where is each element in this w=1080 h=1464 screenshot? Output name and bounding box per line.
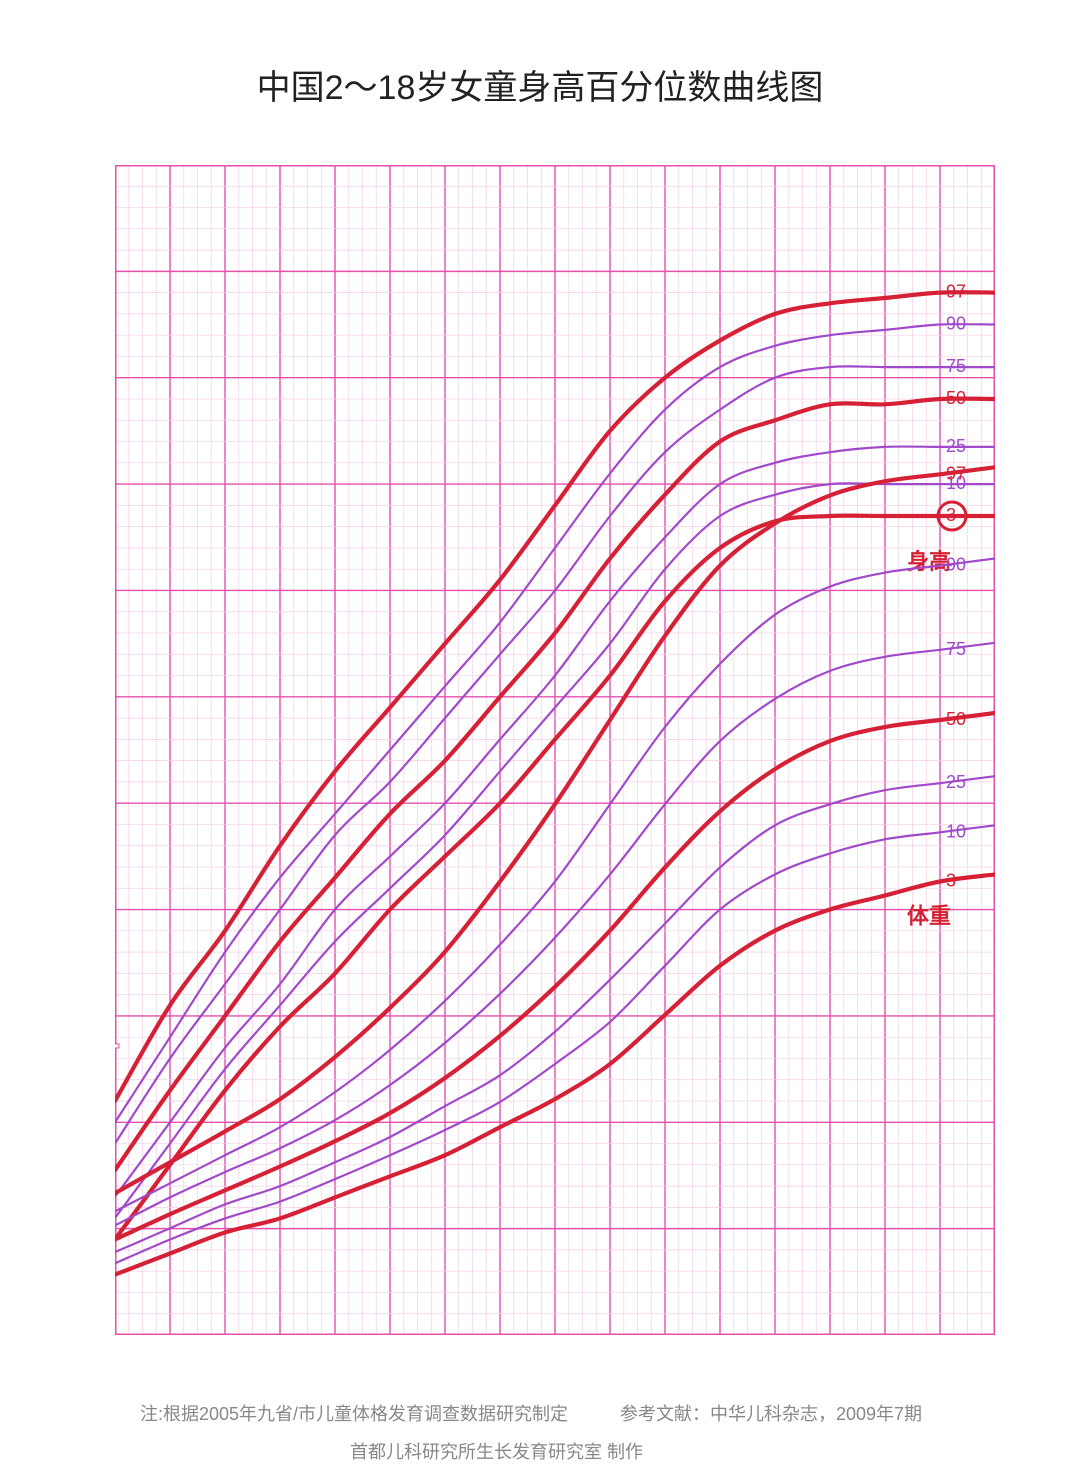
weight-label-p50: 50 — [946, 709, 966, 729]
height-label-p3: 3 — [946, 505, 956, 525]
footnote-source: 注:根据2005年九省/市儿童体格发育调查数据研究制定 — [140, 1400, 568, 1426]
weight-label-p90: 90 — [946, 555, 966, 575]
weight-label-p10: 10 — [946, 821, 966, 841]
weight-label-p25: 25 — [946, 772, 966, 792]
height-label-p50: 50 — [946, 388, 966, 408]
grid — [115, 165, 995, 1335]
height-label-p97: 97 — [946, 282, 966, 302]
chart-title: 中国2～18岁女童身高百分位数曲线图 — [0, 60, 1080, 109]
height-label-p75: 75 — [946, 356, 966, 376]
height-section-label: 身高 — [907, 549, 951, 574]
weight-label-p3: 3 — [946, 870, 956, 890]
footnote-reference: 参考文献：中华儿科杂志，2009年7期 — [620, 1400, 922, 1426]
growth-chart-svg: 2233445566778899101011111212131314141515… — [115, 165, 995, 1335]
weight-label-p97: 97 — [946, 463, 966, 483]
footnote-producer: 首都儿科研究所生长发育研究室 制作 — [350, 1438, 643, 1464]
height-label-p90: 90 — [946, 314, 966, 334]
plot-area: 2233445566778899101011111212131314141515… — [115, 165, 995, 1335]
height-label-p25: 25 — [946, 436, 966, 456]
weight-section-label: 体重 — [907, 904, 951, 929]
page: 中国2～18岁女童身高百分位数曲线图 223344556677889910101… — [0, 0, 1080, 1453]
weight-label-p75: 75 — [946, 639, 966, 659]
